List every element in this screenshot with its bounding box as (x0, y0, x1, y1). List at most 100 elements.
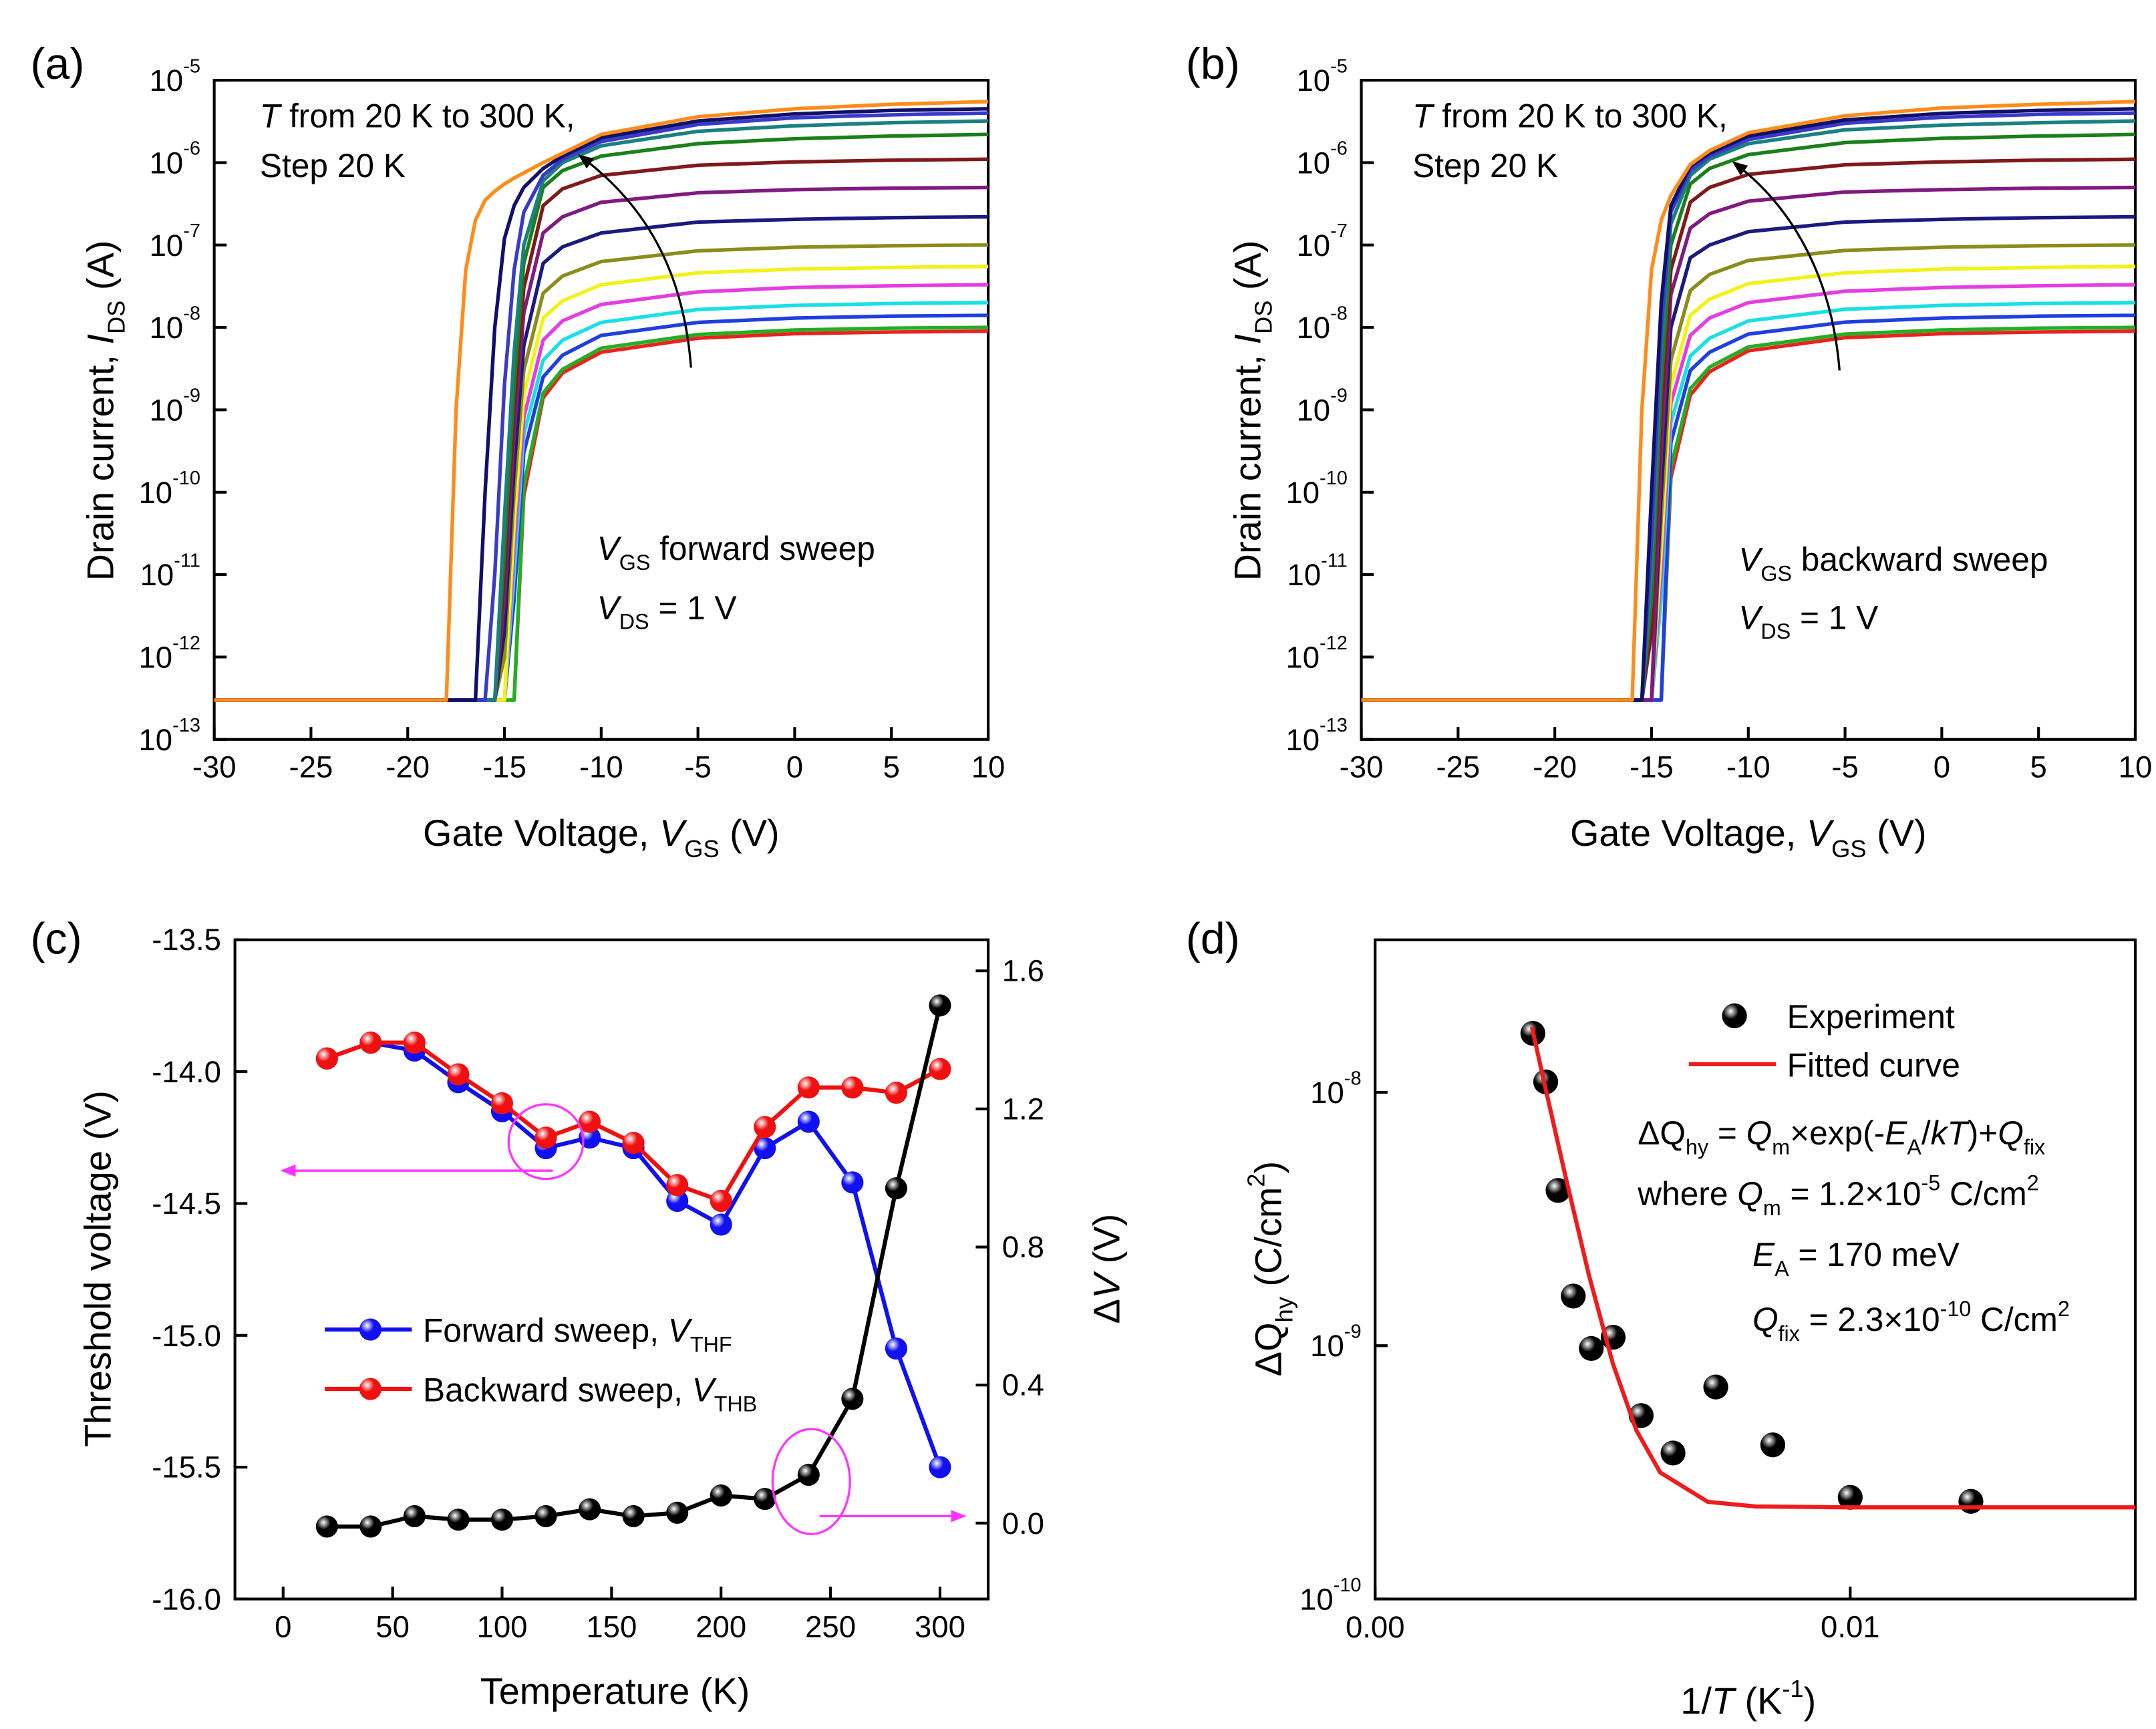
text-run: (V) (1086, 1214, 1128, 1274)
annotation: VDS = 1 V (597, 589, 737, 634)
text-run: DS (619, 610, 649, 634)
tick-label: 10-10 (1285, 468, 1347, 509)
text-run: = 1 V (649, 589, 737, 627)
text-run: A (1775, 1257, 1789, 1281)
tick-label: -5 (684, 750, 711, 784)
text-run: = 170 meV (1789, 1236, 1960, 1273)
data-point (929, 994, 951, 1017)
legend-label: Forward sweep, VTHF (423, 1312, 732, 1357)
tick-label-exponent: -7 (1330, 220, 1348, 242)
annotation: T from 20 K to 300 K, (260, 97, 575, 134)
text-run: fix (1779, 1321, 1800, 1346)
text-run: ×exp(- (1790, 1114, 1885, 1152)
data-point (359, 1032, 382, 1054)
annotation: T from 20 K to 300 K, (1412, 97, 1728, 134)
text-run: -5 (1921, 1171, 1940, 1195)
tick-label-base: 10 (1297, 146, 1331, 180)
data-point (1561, 1283, 1586, 1309)
data-line (214, 100, 989, 702)
data-point (666, 1501, 689, 1524)
tick-label-base: 10 (1297, 393, 1331, 427)
legend-marker (359, 1318, 381, 1341)
data-line (214, 107, 989, 702)
tick-label-base: 10 (1310, 1076, 1344, 1110)
data-point (579, 1498, 601, 1521)
tick-label: 10-11 (1287, 550, 1348, 591)
text-run: forward sweep (650, 530, 875, 567)
text-run: hy (1686, 1135, 1709, 1159)
temperature-arrow (1732, 161, 1841, 371)
text-run: -10 (1940, 1297, 1972, 1321)
tick-label: 0 (1934, 750, 1950, 784)
text-run: = 2.3×10 (1800, 1301, 1940, 1338)
tick-label: 10-10 (1299, 1575, 1361, 1616)
tick-label: 150 (586, 1609, 637, 1643)
tick-label: 10-7 (1297, 220, 1348, 262)
x-axis-label: 1/T (K-1) (1680, 1675, 1816, 1722)
tick-label-base: 10 (150, 228, 184, 262)
tick-label: -30 (1340, 750, 1384, 784)
text-run: = (1708, 1114, 1746, 1152)
data-point (490, 1509, 514, 1531)
tick-label: 10-9 (1297, 385, 1348, 427)
tick-label-base: 10 (150, 146, 184, 180)
text-run: E (1885, 1114, 1907, 1152)
text-run: )+ (1968, 1114, 1998, 1152)
tick-label: 0 (786, 750, 803, 784)
data-point (1660, 1440, 1686, 1466)
text-run: 1/ (1680, 1680, 1712, 1722)
annotation: Qfix = 2.3×10-10 C/cm2 (1752, 1297, 2070, 1346)
tick-label-exponent: -8 (183, 303, 200, 324)
tick-label-exponent: -11 (174, 550, 200, 571)
text-run: V (1738, 599, 1763, 636)
text-run: ΔQ (1638, 1114, 1686, 1152)
tick-label-exponent: -11 (1321, 550, 1348, 571)
tick-label-base: 10 (1285, 722, 1320, 756)
tick-label: -14.0 (152, 1055, 221, 1089)
tick-label: 0.4 (1002, 1368, 1044, 1402)
annotation: Step 20 K (1412, 147, 1558, 184)
tick-label-base: 10 (150, 393, 184, 427)
text-run: Backward sweep, (423, 1372, 692, 1409)
data-point (885, 1337, 907, 1360)
tick-label: 10-5 (150, 55, 200, 97)
y-axis-label: Drain current, IDS (A) (1227, 241, 1277, 581)
annotation: ΔQhy = Qm×exp(-EA/kT)+Qfix (1638, 1114, 2045, 1159)
x-axis-label: Temperature (K) (480, 1670, 750, 1712)
tick-label: 200 (696, 1609, 746, 1643)
data-point (710, 1484, 732, 1507)
text-run: I (1227, 334, 1269, 345)
tick-label: 300 (915, 1609, 965, 1643)
annotation: EA = 170 meV (1752, 1236, 1960, 1281)
legend-label: Backward sweep, VTHB (423, 1372, 757, 1416)
tick-label-base: 10 (1285, 640, 1320, 674)
text-run: GS (619, 551, 651, 575)
tick-label-exponent: -10 (172, 468, 200, 489)
data-point (929, 1058, 951, 1080)
panel-label: (a) (31, 39, 85, 89)
text-run: hy (1270, 1296, 1297, 1322)
data-line (1529, 1026, 2135, 1510)
data-point (359, 1515, 382, 1538)
tick-label-base: 10 (1297, 63, 1331, 98)
text-run: (V) (1867, 812, 1927, 854)
panel-label: (d) (1186, 914, 1240, 963)
tick-label-base: 10 (138, 475, 172, 509)
data-point (885, 1082, 907, 1104)
tick-label: -15.0 (152, 1318, 221, 1352)
tick-label-base: -15.0 (152, 1318, 221, 1352)
text-run: ΔQ (1247, 1322, 1289, 1376)
tick-label-exponent: -5 (183, 55, 200, 77)
text-run: T (1412, 97, 1435, 134)
tick-label-exponent: -10 (1320, 468, 1348, 489)
tick-label: 10-6 (1297, 138, 1348, 180)
data-point (1760, 1432, 1786, 1458)
tick-label: 10 (971, 750, 1006, 784)
y-axis-label: Drain current, IDS (A) (80, 241, 130, 581)
annotation: VDS = 1 V (1738, 599, 1878, 643)
text-run: Q (1737, 1175, 1763, 1213)
data-point (841, 1388, 864, 1410)
text-run: Δ (1086, 1299, 1128, 1323)
text-run: Q (1746, 1114, 1773, 1152)
tick-label: -15 (482, 750, 526, 784)
